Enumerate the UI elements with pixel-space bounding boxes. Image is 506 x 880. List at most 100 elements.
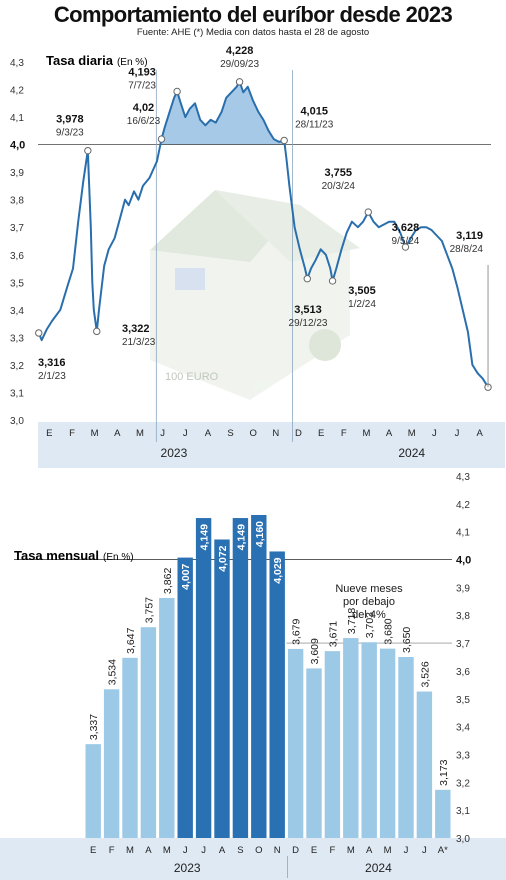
annotation-marker: [401, 243, 410, 251]
annotation-marker: [157, 135, 166, 143]
bar-value-label: 3,534: [107, 659, 119, 685]
bar-value-label: 3,671: [327, 621, 339, 647]
annotation-value: 4,02: [133, 102, 154, 114]
x-month-label: F: [109, 845, 115, 856]
x-month-label: J: [422, 845, 427, 856]
bar: [361, 642, 377, 838]
x-month-label: M: [408, 428, 416, 439]
annotation-marker: [280, 136, 288, 145]
y-tick-label: 3,7: [456, 639, 470, 650]
x-month-label: J: [160, 428, 165, 439]
y-tick-label: 3,3: [456, 750, 470, 761]
y-tick-label: 3,4: [456, 723, 470, 734]
y-tick-label: 3,8: [456, 611, 470, 622]
source-note: Fuente: AHE (*) Media con datos hasta el…: [136, 27, 370, 38]
note-text: por debajo: [343, 596, 395, 608]
y-tick-label: 4,3: [456, 472, 470, 483]
annotation-date: 2/1/23: [38, 371, 66, 382]
bar-value-label: 3,337: [88, 714, 100, 740]
annotation-value: 4,193: [128, 66, 156, 78]
x-month-label: D: [292, 845, 299, 856]
bar-value-label: 3,757: [143, 597, 155, 623]
x-month-label: M: [347, 845, 355, 856]
x-month-label: A: [114, 428, 121, 439]
x-month-label: S: [237, 845, 243, 856]
bar: [232, 518, 249, 838]
note-text: Nueve meses: [335, 583, 403, 595]
annotation-date: 28/8/24: [450, 244, 484, 255]
annotation-date: 1/2/24: [348, 299, 376, 310]
bar-value-label: 3,609: [309, 638, 321, 664]
y-tick-label: 3,7: [10, 223, 24, 234]
annotation-value: 3,119: [456, 230, 483, 242]
chart-title-main: Tasa mensual: [14, 548, 99, 563]
annotation-marker: [328, 277, 337, 285]
y-tick-label: 3,1: [10, 388, 24, 399]
x-month-label: M: [136, 428, 144, 439]
y-tick-label: 3,2: [456, 778, 470, 789]
x-month-label: A: [386, 428, 393, 439]
x-month-label: E: [311, 845, 317, 856]
annotation-date: 29/09/23: [220, 59, 259, 70]
bar: [435, 789, 451, 838]
x-year-label: 2023: [161, 446, 188, 460]
annotation-marker: [303, 275, 311, 283]
bar-value-label: 4,149: [235, 524, 247, 550]
annotation-value: 4,228: [226, 45, 254, 57]
x-month-label: M: [163, 845, 171, 856]
bar-value-label: 3,703: [364, 612, 376, 638]
house-illustration: 100 EURO: [150, 190, 360, 400]
bar-value-label: 3,650: [401, 627, 413, 653]
y-tick-label: 3,6: [10, 251, 24, 262]
annotation-value: 3,316: [38, 357, 66, 369]
y-tick-label: 3,8: [10, 196, 24, 207]
annotation-date: 16/6/23: [127, 116, 161, 127]
x-month-label: N: [272, 428, 279, 439]
x-month-label: E: [46, 428, 52, 439]
x-month-label: D: [295, 428, 302, 439]
banknote-text: 100 EURO: [165, 371, 219, 383]
house-roof-right: [215, 190, 360, 262]
x-month-label: M: [362, 428, 370, 439]
y-tick-label: 4,1: [456, 528, 470, 539]
y-tick-label: 3,0: [456, 834, 470, 845]
x-month-label: E: [90, 845, 96, 856]
bar: [214, 539, 230, 838]
y-tick-label: 3,1: [456, 806, 470, 817]
x-month-label: A*: [438, 845, 448, 856]
bar: [287, 648, 304, 838]
annotation-marker: [93, 327, 101, 336]
x-month-label: O: [255, 845, 262, 856]
bar-value-label: 3,718: [346, 608, 358, 634]
annotation-value: 3,513: [294, 304, 322, 316]
banknote-flag: [175, 268, 205, 290]
bar: [398, 657, 414, 838]
bar-value-label: 4,029: [272, 557, 284, 583]
x-month-label: S: [227, 428, 233, 439]
y-tick-label: 4,0: [10, 140, 25, 152]
annotation-value: 3,755: [325, 167, 353, 179]
bar-value-label: 3,679: [291, 618, 303, 644]
y-tick-label: 3,6: [456, 667, 470, 678]
bar-value-label: 3,862: [162, 568, 174, 594]
annotation-value: 3,322: [122, 323, 150, 335]
x-month-label: J: [201, 845, 206, 856]
bar: [269, 551, 285, 838]
bar-value-label: 4,072: [217, 545, 229, 571]
chart-title-unit: (En %): [103, 552, 134, 563]
bar-value-label: 4,007: [180, 563, 192, 589]
y-tick-label: 3,4: [10, 306, 24, 317]
bar: [85, 744, 101, 838]
bar-value-label: 4,149: [199, 524, 211, 550]
x-month-label: A: [145, 845, 152, 856]
annotation-marker: [364, 208, 372, 216]
y-tick-label: 4,1: [10, 113, 24, 124]
x-month-label: O: [249, 428, 256, 439]
x-month-label: A: [219, 845, 226, 856]
bar: [159, 597, 175, 838]
bar-value-label: 3,173: [438, 759, 450, 785]
y-tick-label: 4,0: [456, 555, 471, 567]
annotation-marker: [84, 146, 92, 155]
x-month-label: A: [477, 428, 484, 439]
